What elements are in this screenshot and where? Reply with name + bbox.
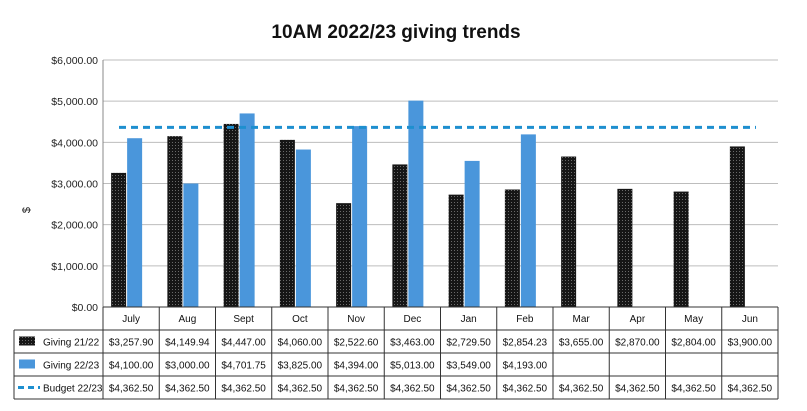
x-tick-label: Dec bbox=[403, 314, 421, 325]
data-label: $4,100.00 bbox=[109, 361, 154, 372]
bar-giving-21-22 bbox=[561, 156, 577, 307]
x-tick-label: Mar bbox=[573, 314, 591, 325]
chart-title: 10AM 2022/23 giving trends bbox=[271, 22, 520, 43]
data-label: $2,870.00 bbox=[615, 338, 660, 349]
legend-label: Giving 22/23 bbox=[43, 361, 100, 372]
bar-giving-21-22 bbox=[504, 189, 520, 307]
data-label: $3,655.00 bbox=[559, 338, 604, 349]
data-label: $4,447.00 bbox=[221, 338, 266, 349]
bar-giving-22-23 bbox=[127, 138, 143, 307]
gridlines bbox=[102, 59, 778, 308]
bar-giving-21-22 bbox=[223, 123, 239, 308]
y-tick-label: $6,000.00 bbox=[51, 55, 98, 67]
legend-label: Giving 21/22 bbox=[43, 338, 100, 349]
x-tick-label: Jan bbox=[461, 314, 477, 325]
bar-giving-21-22 bbox=[167, 136, 183, 307]
data-label: $4,362.50 bbox=[334, 384, 379, 395]
bar-giving-21-22 bbox=[673, 191, 689, 307]
data-label: $3,463.00 bbox=[390, 338, 435, 349]
data-label: $4,394.00 bbox=[334, 361, 379, 372]
legend-swatch bbox=[19, 359, 35, 369]
data-label: $3,000.00 bbox=[165, 361, 210, 372]
x-tick-label: Jun bbox=[742, 314, 758, 325]
data-label: $4,362.50 bbox=[728, 384, 773, 395]
data-label: $4,362.50 bbox=[109, 384, 154, 395]
y-axis-ticks: $0.00 $1,000.00 $2,000.00 $3,000.00 $4,000.0… bbox=[51, 55, 98, 314]
data-label: $4,193.00 bbox=[503, 361, 548, 372]
y-tick-label: $0.00 bbox=[72, 302, 98, 314]
x-tick-label: Nov bbox=[347, 314, 365, 325]
data-label: $2,854.23 bbox=[503, 338, 548, 349]
y-tick-label: $4,000.00 bbox=[51, 137, 98, 149]
data-label: $3,900.00 bbox=[728, 338, 773, 349]
data-label: $4,701.75 bbox=[221, 361, 266, 372]
x-tick-label: Oct bbox=[292, 314, 308, 325]
data-label: $2,522.60 bbox=[334, 338, 379, 349]
bar-giving-22-23 bbox=[183, 183, 199, 307]
y-tick-label: $5,000.00 bbox=[51, 96, 98, 108]
bar-giving-22-23 bbox=[295, 149, 311, 307]
data-label: $4,362.50 bbox=[559, 384, 604, 395]
data-label: $4,149.94 bbox=[165, 338, 210, 349]
y-tick-label: $1,000.00 bbox=[51, 261, 98, 273]
legend-label: Budget 22/23 bbox=[43, 384, 103, 395]
data-label: $3,825.00 bbox=[278, 361, 323, 372]
data-label: $4,362.50 bbox=[221, 384, 266, 395]
x-tick-label: Apr bbox=[630, 314, 646, 325]
x-tick-label: July bbox=[122, 314, 140, 325]
x-tick-label: Aug bbox=[178, 314, 196, 325]
bar-giving-21-22 bbox=[336, 203, 352, 307]
bar-giving-22-23 bbox=[239, 113, 255, 307]
data-label: $2,729.50 bbox=[446, 338, 491, 349]
data-label: $4,362.50 bbox=[671, 384, 716, 395]
bar-giving-21-22 bbox=[729, 146, 745, 307]
x-tick-label: Feb bbox=[516, 314, 534, 325]
bar-giving-21-22 bbox=[448, 194, 464, 307]
bar-giving-21-22 bbox=[279, 139, 295, 307]
bar-giving-22-23 bbox=[352, 126, 368, 307]
data-label: $2,804.00 bbox=[671, 338, 716, 349]
bar-giving-22-23 bbox=[464, 160, 480, 307]
data-label: $4,362.50 bbox=[446, 384, 491, 395]
data-label: $3,257.90 bbox=[109, 338, 154, 349]
y-tick-label: $2,000.00 bbox=[51, 220, 98, 232]
bar-giving-21-22 bbox=[617, 188, 633, 307]
x-tick-label: May bbox=[684, 314, 703, 325]
bar-giving-21-22 bbox=[392, 164, 408, 307]
x-tick-label: Sept bbox=[233, 314, 254, 325]
bar-giving-22-23 bbox=[408, 100, 424, 307]
legend-swatch bbox=[19, 336, 35, 346]
data-label: $3,549.00 bbox=[446, 361, 491, 372]
data-label: $4,362.50 bbox=[390, 384, 435, 395]
data-label: $4,362.50 bbox=[278, 384, 323, 395]
y-tick-label: $3,000.00 bbox=[51, 179, 98, 191]
bars bbox=[111, 100, 745, 308]
data-label: $4,362.50 bbox=[503, 384, 548, 395]
data-label: $4,362.50 bbox=[165, 384, 210, 395]
data-label: $4,362.50 bbox=[615, 384, 660, 395]
bar-giving-22-23 bbox=[520, 134, 536, 307]
data-table: July Aug Sept Oct Nov Dec Jan Feb Mar Apr May Jun Gi… bbox=[13, 306, 779, 400]
bar-giving-21-22 bbox=[111, 172, 127, 307]
data-label: $5,013.00 bbox=[390, 361, 435, 372]
data-label: $4,060.00 bbox=[278, 338, 323, 349]
y-axis-label: $ bbox=[21, 207, 33, 213]
